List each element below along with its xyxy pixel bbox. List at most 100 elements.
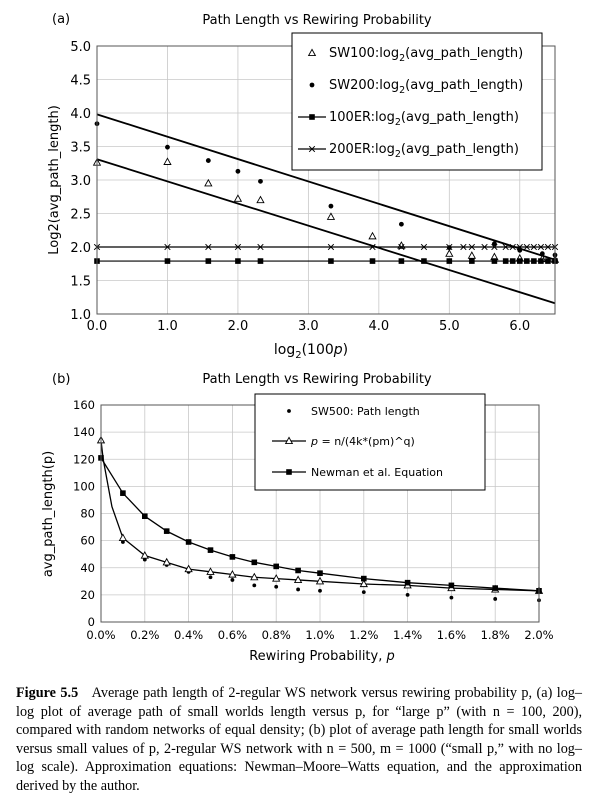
point-approx <box>184 564 193 573</box>
y-tick-label: 20 <box>80 588 95 602</box>
point-100er <box>538 258 544 264</box>
y-tick-label: 3.5 <box>70 141 91 156</box>
panel-a-x-ticks: 0.0 1.0 2.0 3.0 4.0 5.0 6.0 <box>87 319 530 334</box>
x-tick-label: 1.0 <box>157 319 178 334</box>
panel-a-title: Path Length vs Rewiring Probability <box>202 13 432 28</box>
point-100er <box>545 258 551 264</box>
y-tick-label: 80 <box>80 507 95 521</box>
point-sw200 <box>539 251 545 257</box>
y-tick-label: 160 <box>73 398 95 412</box>
point-sw200 <box>165 144 170 150</box>
y-tick-label: 140 <box>73 425 95 439</box>
panel-b: (b) Path Length vs Rewiring Probability … <box>41 372 554 664</box>
point-200er <box>327 243 335 251</box>
point-100er <box>531 258 537 264</box>
point-sw200 <box>258 178 263 184</box>
legend-a-200er-suffix: (avg_path_length) <box>401 142 519 157</box>
point-200er <box>491 243 498 251</box>
panel-a-legend-box <box>291 32 543 171</box>
panel-a-x-label-var: p <box>333 342 343 358</box>
legend-a-sw100: SW100:log2(avg_path_length) <box>329 46 523 64</box>
legend-a-sw200-prefix: SW200:log <box>329 78 399 93</box>
legend-marker-newman <box>286 469 292 475</box>
y-tick-label: 100 <box>73 479 95 493</box>
point-newman <box>163 528 170 534</box>
point-200er <box>516 243 523 251</box>
point-sw500 <box>405 592 410 597</box>
point-approx <box>206 567 215 575</box>
series-line-newman <box>100 457 540 592</box>
panel-b-x-label-var: p <box>386 649 395 664</box>
legend-b-approx-var: p <box>310 435 318 448</box>
legend-a-100er-suffix: (avg_path_length) <box>401 110 519 125</box>
point-200er <box>523 243 530 251</box>
point-newman <box>317 570 323 576</box>
x-tick-label: 1.2% <box>349 628 378 642</box>
point-newman <box>142 513 148 520</box>
legend-a-sw200: SW200:log2(avg_path_length) <box>329 78 523 96</box>
y-tick-label: 1.5 <box>70 275 91 290</box>
y-tick-label: 3.0 <box>70 174 91 189</box>
y-tick-label: 5.0 <box>70 40 91 55</box>
panel-a: (a) Path Length vs Rewiring Probability … <box>47 12 560 361</box>
legend-a-sw100-prefix: SW100:log <box>329 46 399 61</box>
point-sw100 <box>445 249 454 257</box>
panel-b-legend-box <box>254 393 486 491</box>
x-tick-label: 3.0 <box>298 319 319 334</box>
x-tick-label: 2.0% <box>524 628 553 642</box>
point-newman <box>229 554 236 560</box>
panel-a-x-label-close: ) <box>343 342 348 358</box>
x-tick-label: 0.6% <box>218 628 247 642</box>
x-tick-label: 0.2% <box>130 628 159 642</box>
point-100er <box>235 258 241 264</box>
legend-marker-100er <box>309 114 315 120</box>
point-100er <box>502 258 509 264</box>
point-100er <box>421 258 427 264</box>
point-sw100 <box>256 195 265 204</box>
legend-b-sw500: SW500: Path length <box>311 405 420 418</box>
point-newman <box>207 547 214 553</box>
legend-a-100er-sub: 2 <box>395 117 401 128</box>
y-tick-label: 40 <box>80 561 95 575</box>
legend-a-100er: 100ER:log2(avg_path_length) <box>329 110 519 128</box>
panel-a-x-label-tail: (100 <box>302 342 334 358</box>
point-newman <box>120 490 126 496</box>
legend-b-newman: Newman et al. Equation <box>311 466 443 479</box>
point-sw500 <box>449 595 454 600</box>
point-approx <box>359 579 368 588</box>
legend-marker-200er <box>308 145 316 153</box>
x-tick-label: 4.0 <box>369 319 390 334</box>
point-200er <box>398 243 405 251</box>
point-sw500 <box>121 540 125 544</box>
point-sw200 <box>517 247 523 253</box>
point-approx <box>293 575 303 584</box>
point-sw500 <box>208 575 213 580</box>
point-sw100 <box>233 194 243 202</box>
series-line-approx <box>100 440 540 592</box>
point-100er <box>257 258 264 264</box>
point-sw500 <box>230 578 235 582</box>
point-200er <box>205 243 212 251</box>
legend-a-sw200-suffix: (avg_path_length) <box>405 78 523 93</box>
point-200er <box>509 243 516 251</box>
y-tick-label: 4.5 <box>70 74 91 89</box>
legend-a-sw200-sub: 2 <box>399 85 405 96</box>
legend-marker-sw200 <box>309 82 315 88</box>
x-tick-label: 2.0 <box>228 319 249 334</box>
x-tick-label: 1.8% <box>481 628 510 642</box>
point-sw500 <box>361 590 366 595</box>
point-100er <box>469 258 475 264</box>
legend-a-200er: 200ER:log2(avg_path_length) <box>329 142 519 160</box>
point-sw200 <box>492 241 497 247</box>
point-newman <box>251 559 258 566</box>
point-100er <box>516 258 523 264</box>
panel-b-x-axis-label: Rewiring Probability, p <box>249 649 395 664</box>
point-sw200 <box>205 158 211 163</box>
y-tick-label: 60 <box>80 534 95 548</box>
point-sw200 <box>328 203 334 209</box>
x-tick-label: 0.0% <box>86 628 115 642</box>
point-approx <box>228 569 237 578</box>
point-100er <box>524 258 530 264</box>
trend-line <box>96 158 556 305</box>
point-200er <box>460 243 467 251</box>
